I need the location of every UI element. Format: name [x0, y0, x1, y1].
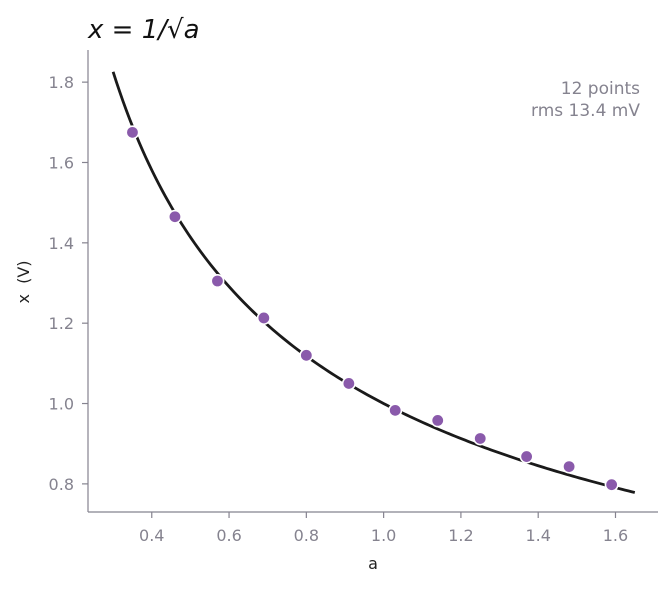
data-point	[125, 125, 140, 140]
data-point	[341, 376, 356, 391]
y-tick-label: 1.4	[49, 234, 74, 253]
data-point	[473, 431, 488, 446]
data-point	[256, 310, 271, 325]
data-points	[125, 125, 619, 492]
data-point	[519, 449, 534, 464]
y-tick-label: 1.0	[49, 395, 74, 414]
data-point	[562, 459, 577, 474]
y-tick-label: 1.8	[49, 73, 74, 92]
x-tick-label: 1.2	[448, 526, 473, 545]
x-axis-label: a	[368, 554, 378, 573]
axes	[87, 50, 658, 513]
x-tick-label: 0.6	[216, 526, 241, 545]
y-axis-label: x (V)	[14, 260, 33, 303]
x-tick-label: 1.0	[371, 526, 396, 545]
y-tick-label: 1.6	[49, 153, 74, 172]
chart-title: x = 1/√a	[87, 15, 200, 45]
x-tick-label: 1.4	[525, 526, 550, 545]
data-point	[210, 273, 225, 288]
y-ticks: 0.8 1.0 1.2 1.4 1.6 1.8	[49, 73, 88, 494]
point-count-note: 12 points	[561, 79, 640, 99]
y-tick-label: 0.8	[49, 475, 74, 494]
data-point	[430, 413, 445, 428]
x-tick-label: 0.8	[294, 526, 319, 545]
fit-curve	[111, 71, 636, 494]
x-tick-label: 1.6	[603, 526, 628, 545]
rms-note: rms 13.4 mV	[531, 101, 640, 121]
data-point	[388, 403, 403, 418]
x-tick-label: 0.4	[139, 526, 164, 545]
data-point	[167, 209, 182, 224]
data-point	[604, 477, 619, 492]
y-tick-label: 1.2	[49, 314, 74, 333]
x-ticks: 0.4 0.6 0.8 1.0 1.2 1.4 1.6	[139, 512, 628, 545]
data-point	[299, 348, 314, 363]
